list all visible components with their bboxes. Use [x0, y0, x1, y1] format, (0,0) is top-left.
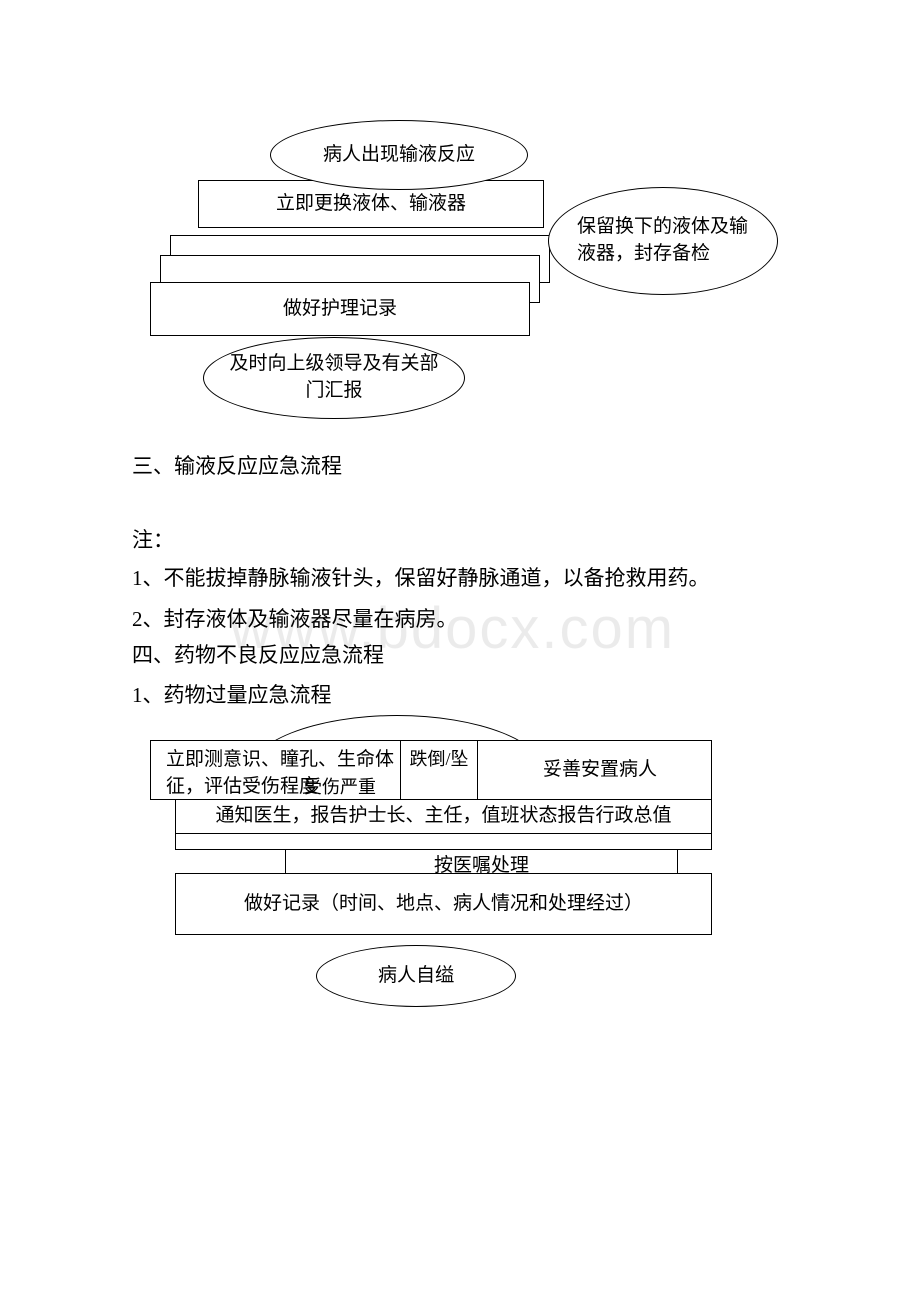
d1-rect-record-label: 做好护理记录: [283, 296, 397, 323]
d2-center-injury-label: 受伤严重: [304, 775, 376, 800]
d1-ellipse-preserve-label: 保留换下的液体及输液器，封存备检: [577, 214, 749, 267]
d2-row1-div1: [400, 740, 401, 800]
d1-ellipse-infusion-reaction-label: 病人出现输液反应: [323, 142, 475, 169]
d2-center-fall: 跌倒/坠: [402, 748, 476, 772]
d2-row-record-label: 做好记录（时间、地点、病人情况和处理经过）: [244, 891, 643, 918]
d2-ellipse-suicide-label: 病人自缢: [378, 963, 454, 990]
d2-row-notify: 通知医生，报告护士长、主任，值班状态报告行政总值: [175, 800, 712, 834]
d2-row1-div2: [477, 740, 478, 800]
heading-3: 三、输液反应应急流程: [132, 451, 342, 483]
d2-ellipse-suicide: 病人自缢: [316, 945, 516, 1007]
note-label: 注：: [132, 525, 174, 557]
d1-rect-change-fluid-label: 立即更换液体、输液器: [276, 191, 466, 218]
d1-ellipse-report: 及时向上级领导及有关部门汇报: [203, 337, 465, 419]
d2-row-record: 做好记录（时间、地点、病人情况和处理经过）: [175, 873, 712, 935]
d2-center-injury: 受伤严重: [280, 776, 400, 800]
heading-4: 四、药物不良反应应急流程: [132, 640, 384, 672]
page-canvas: 立即更换液体、输液器 做好护理记录 病人出现输液反应 保留换下的液体及输液器，封…: [0, 0, 920, 1302]
d2-row-gap: [175, 834, 712, 850]
d1-rect-record: 做好护理记录: [150, 282, 530, 336]
d2-right-place-label: 妥善安置病人: [543, 757, 657, 784]
note-2: 2、封存液体及输液器尽量在病房。: [132, 604, 458, 636]
note-1: 1、不能拔掉静脉输液针头，保留好静脉通道，以备抢救用药。: [132, 563, 710, 595]
d1-ellipse-infusion-reaction: 病人出现输液反应: [270, 120, 528, 190]
d2-center-fall-label: 跌倒/坠: [409, 747, 468, 772]
d2-right-place: 妥善安置病人: [500, 755, 700, 785]
sub-1: 1、药物过量应急流程: [132, 680, 332, 712]
d1-ellipse-preserve: 保留换下的液体及输液器，封存备检: [548, 187, 778, 295]
d1-ellipse-report-label: 及时向上级领导及有关部门汇报: [222, 351, 446, 404]
d2-row-notify-label: 通知医生，报告护士长、主任，值班状态报告行政总值: [215, 803, 671, 830]
